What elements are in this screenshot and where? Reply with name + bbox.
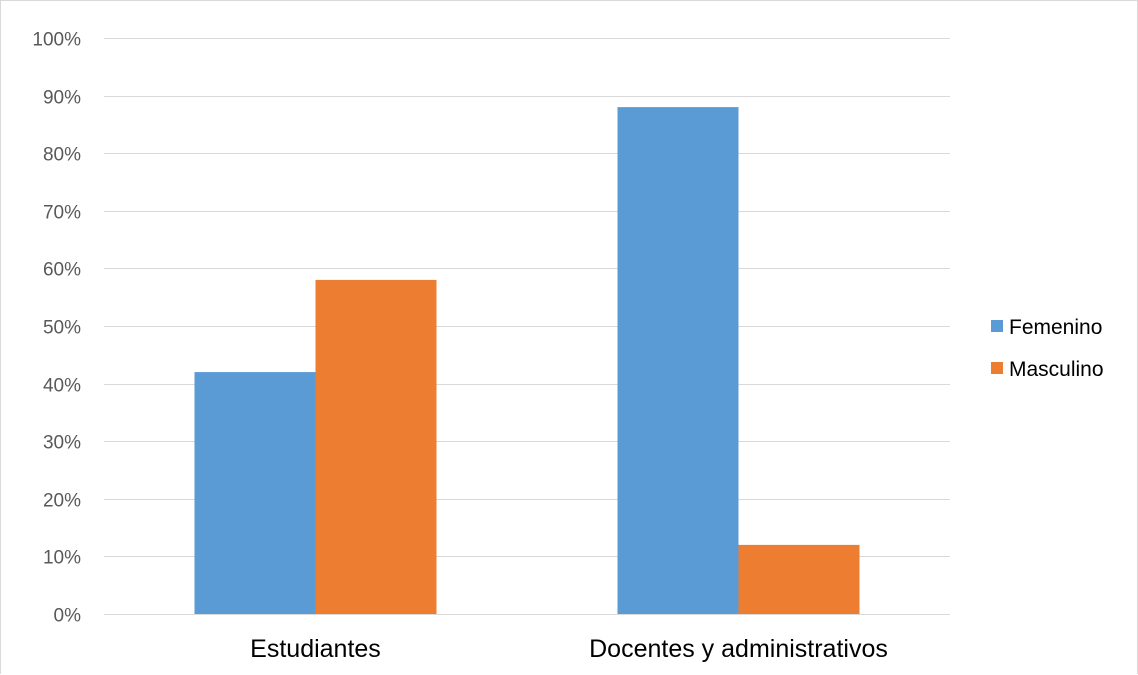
bar-femenino-1 <box>194 372 316 614</box>
bars <box>194 107 860 615</box>
y-axis-tick-labels: 0% 10% 20% 30% 40% 50% 60% 70% 80% 90% 100% <box>32 30 81 627</box>
y-tick-label: 100% <box>32 30 81 51</box>
y-tick-label: 80% <box>43 145 81 166</box>
y-tick-label: 70% <box>43 203 81 224</box>
legend-label-femenino: Femenino <box>1009 316 1102 339</box>
legend-swatch-masculino <box>991 362 1003 374</box>
y-tick-label: 20% <box>43 491 81 512</box>
y-tick-label: 60% <box>43 260 81 281</box>
x-category-label: Docentes y administrativos <box>589 635 888 663</box>
y-tick-label: 30% <box>43 433 81 454</box>
x-category-label: Estudiantes <box>250 635 381 663</box>
y-tick-label: 40% <box>43 376 81 397</box>
x-axis-category-labels: Estudiantes Docentes y administrativos <box>250 635 888 663</box>
y-tick-label: 10% <box>43 548 81 569</box>
bar-masculino-2 <box>738 544 860 614</box>
bar-femenino-2 <box>617 107 739 615</box>
y-tick-label: 50% <box>43 318 81 339</box>
y-tick-label: 0% <box>54 606 82 627</box>
bar-masculino-1 <box>315 279 437 614</box>
legend-swatch-femenino <box>991 320 1003 332</box>
legend: Femenino Masculino <box>991 316 1104 381</box>
y-tick-label: 90% <box>43 88 81 109</box>
legend-label-masculino: Masculino <box>1009 358 1104 381</box>
